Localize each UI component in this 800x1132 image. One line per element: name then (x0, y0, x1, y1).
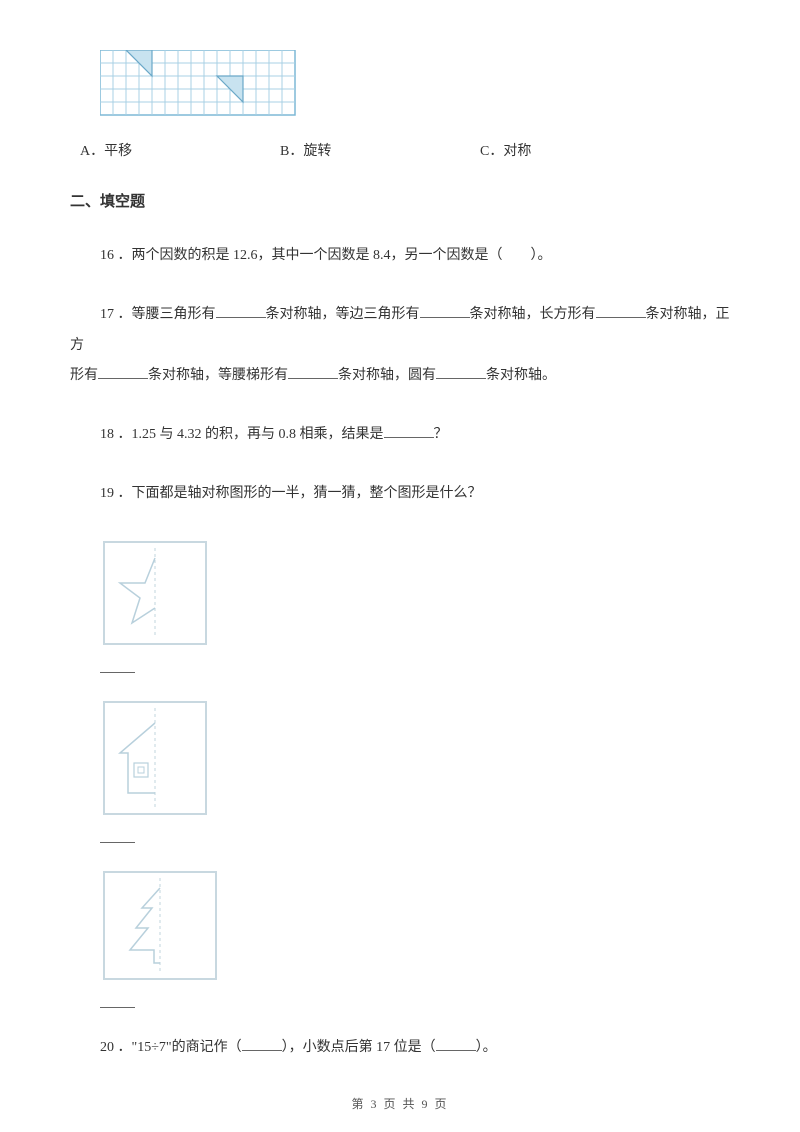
half-star-svg (100, 538, 210, 648)
options-row: A．平移 B．旋转 C．对称 (80, 140, 730, 160)
q17-l2c: 条对称轴，圆有 (338, 368, 436, 383)
q17-l2d: 条对称轴。 (486, 368, 556, 383)
blank (98, 365, 148, 379)
section-title: 二、填空题 (70, 190, 730, 211)
option-a: A．平移 (80, 140, 280, 160)
page-footer: 第 3 页 共 9 页 (0, 1095, 800, 1112)
option-c-label: C． (480, 144, 503, 159)
q17-num: 17 ． (100, 307, 132, 322)
blank (436, 1037, 476, 1051)
blank (436, 365, 486, 379)
answer-blank-1 (100, 661, 135, 673)
half-tree-svg (100, 868, 220, 983)
question-19: 19 ．下面都是轴对称图形的一半，猜一猜，整个图形是什么？ (100, 479, 730, 510)
option-a-label: A． (80, 144, 104, 159)
q16-num: 16 ． (100, 248, 132, 263)
blank (288, 365, 338, 379)
q20-num: 20 ． (100, 1040, 132, 1055)
q20-p3: ）。 (476, 1040, 497, 1055)
question-17: 17 ．等腰三角形有条对称轴，等边三角形有条对称轴，长方形有条对称轴，正方形有条… (70, 300, 730, 392)
q17-p1: 等腰三角形有 (132, 307, 216, 322)
q18-p1: 1.25 与 4.32 的积，再与 0.8 相乘，结果是 (132, 427, 384, 442)
half-tree-figure (100, 868, 730, 988)
option-b-text: 旋转 (303, 144, 331, 159)
q18-num: 18 ． (100, 427, 132, 442)
blank (384, 424, 434, 438)
option-b-label: B． (280, 144, 303, 159)
option-c: C．对称 (480, 140, 680, 160)
half-house-figure (100, 698, 730, 823)
grid-svg (100, 50, 297, 117)
option-a-text: 平移 (104, 144, 132, 159)
blank (596, 304, 646, 318)
question-16: 16 ．两个因数的积是 12.6，其中一个因数是 8.4，另一个因数是（ ）。 (100, 241, 730, 272)
answer-blank-3 (100, 996, 135, 1008)
grid-figure (100, 50, 730, 122)
q18-p2: ？ (434, 427, 448, 442)
blank (216, 304, 266, 318)
q20-p2: ），小数点后第 17 位是（ (282, 1040, 436, 1055)
option-c-text: 对称 (503, 144, 531, 159)
question-20: 20 ．"15÷7"的商记作（ ），小数点后第 17 位是（ ）。 (100, 1033, 730, 1064)
answer-blank-2 (100, 831, 135, 843)
q19-text: 下面都是轴对称图形的一半，猜一猜，整个图形是什么？ (132, 486, 482, 501)
blank (242, 1037, 282, 1051)
q17-l2b: 条对称轴，等腰梯形有 (148, 368, 288, 383)
q20-p1: "15÷7"的商记作（ (132, 1040, 242, 1055)
option-b: B．旋转 (280, 140, 480, 160)
half-house-svg (100, 698, 210, 818)
q16-text: 两个因数的积是 12.6，其中一个因数是 8.4，另一个因数是（ ）。 (132, 248, 552, 263)
half-star-figure (100, 538, 730, 653)
blank (420, 304, 470, 318)
q19-num: 19 ． (100, 486, 132, 501)
q17-l2a: 形有 (70, 368, 98, 383)
question-18: 18 ．1.25 与 4.32 的积，再与 0.8 相乘，结果是 ？ (100, 420, 730, 451)
q17-p2: 条对称轴，等边三角形有 (266, 307, 420, 322)
q17-p3: 条对称轴，长方形有 (470, 307, 596, 322)
